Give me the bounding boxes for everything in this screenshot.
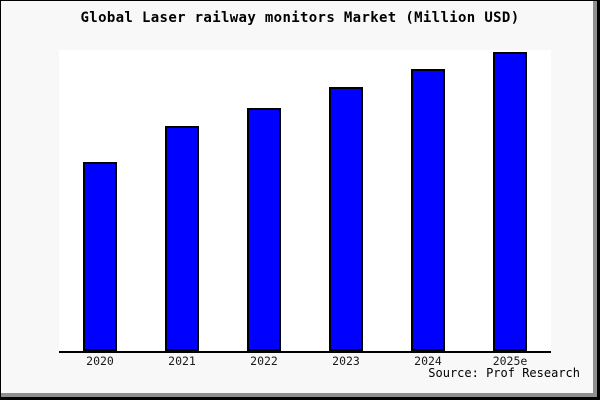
bar-slot-2022: [223, 50, 305, 351]
bar-2022: [247, 108, 281, 351]
bar-slot-2020: [59, 50, 141, 351]
bar-slot-2023: [305, 50, 387, 351]
bar-2021: [165, 126, 199, 351]
source-note: Source: Prof Research: [428, 366, 580, 380]
bar-2024: [411, 69, 445, 351]
bar-slot-2025e: [469, 50, 551, 351]
bar-slot-2021: [141, 50, 223, 351]
x-tick-label-2024: 2024: [414, 354, 442, 368]
bar-2020: [83, 162, 117, 351]
x-tick-label-2021: 2021: [168, 354, 196, 368]
bars-container: [59, 50, 551, 351]
x-tick-label-2025e: 2025e: [492, 354, 528, 368]
x-axis-labels: 2020 2021 2022 2023 2024 2025e: [59, 354, 551, 368]
x-tick-label-2023: 2023: [332, 354, 360, 368]
x-tick-label-2020: 2020: [86, 354, 114, 368]
bar-2023: [329, 87, 363, 351]
plot-area: [59, 50, 551, 353]
bar-slot-2024: [387, 50, 469, 351]
chart-title: Global Laser railway monitors Market (Mi…: [80, 10, 520, 26]
x-tick-label-2022: 2022: [250, 354, 278, 368]
bar-2025e: [493, 51, 527, 351]
